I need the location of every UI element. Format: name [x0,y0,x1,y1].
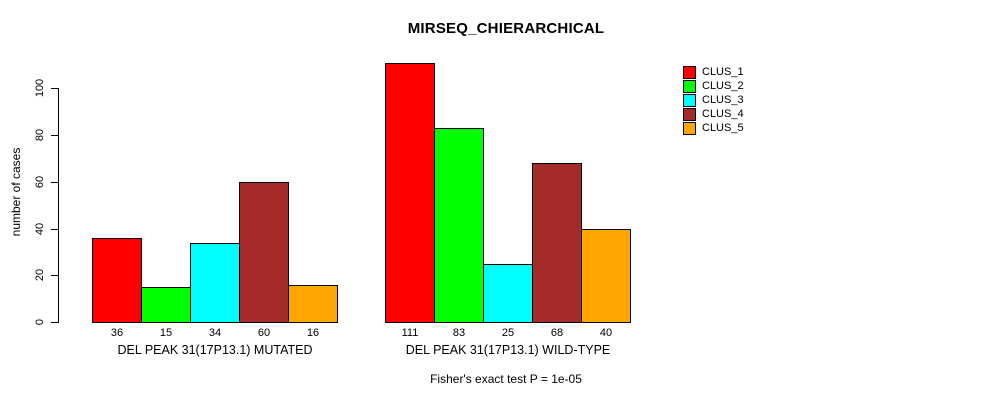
bar-value-label: 40 [599,327,613,339]
y-tick [51,88,58,90]
bar-clus_5-group2 [581,228,631,323]
y-tick-label: 80 [34,128,46,142]
legend-item: CLUS_5 [683,121,744,135]
x-group-label: DEL PEAK 31(17P13.1) MUTATED [117,343,313,357]
y-axis-line [58,88,59,323]
bar-value-label: 25 [501,327,515,339]
footer-note: Fisher's exact test P = 1e-05 [430,372,582,386]
bar-value-label: 111 [401,327,419,339]
legend-label: CLUS_4 [702,108,744,120]
bar-value-label: 60 [257,327,271,339]
y-tick-label: 0 [34,318,46,326]
x-group-label: DEL PEAK 31(17P13.1) WILD-TYPE [405,343,611,357]
y-tick [51,135,58,136]
bar-value-label: 68 [550,327,564,339]
legend-item: CLUS_2 [683,79,744,93]
y-tick-label: 100 [34,79,46,98]
legend-swatch-icon [683,93,696,107]
bar-value-label: 36 [110,327,124,339]
y-tick [51,228,58,230]
y-tick [51,322,58,323]
legend-label: CLUS_3 [702,94,744,106]
bar-clus_3-group1 [190,242,240,323]
legend-label: CLUS_2 [702,80,744,92]
bar-clus_2-group1 [141,286,191,323]
legend-swatch-icon [683,79,696,93]
legend-label: CLUS_1 [702,66,744,78]
bar-clus_1-group1 [92,237,142,323]
legend-label: CLUS_5 [702,122,744,134]
bar-value-label: 15 [159,327,173,339]
plot-title: MIRSEQ_CHIERARCHICAL [407,20,605,37]
y-tick-label: 40 [34,222,46,235]
bar-clus_4-group2 [532,163,582,323]
legend-swatch-icon [683,65,696,79]
legend-swatch-icon [683,107,696,121]
legend-item: CLUS_1 [683,65,744,79]
bar-value-label: 83 [452,327,466,339]
bar-value-label: 34 [208,327,222,339]
legend: CLUS_1 CLUS_2 CLUS_3 CLUS_4 CLUS_5 [683,65,744,135]
y-tick-label: 20 [34,269,46,282]
legend-item: CLUS_4 [683,107,744,121]
bar-clus_5-group1 [288,284,338,323]
legend-item: CLUS_3 [683,93,744,107]
y-tick-label: 60 [34,175,46,188]
bar-clus_3-group2 [483,263,533,323]
y-tick [51,275,58,277]
legend-swatch-icon [683,121,696,135]
y-tick [51,181,58,183]
bar-value-label: 16 [306,327,320,339]
bar-clus_2-group2 [434,128,484,323]
bar-clus_1-group2 [385,62,435,323]
bar-clus_4-group1 [239,181,289,323]
